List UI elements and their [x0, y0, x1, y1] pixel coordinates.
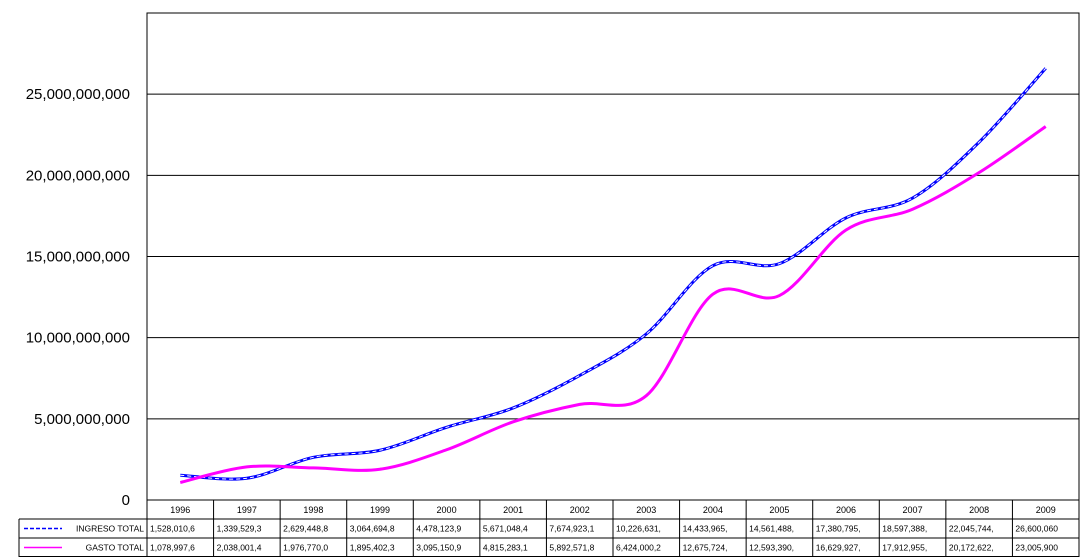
data-label: 3,064,694,8 — [350, 524, 395, 534]
data-label: 5,892,571,8 — [549, 543, 594, 553]
data-label: 5,671,048,4 — [483, 524, 528, 534]
x-tick-label: 2003 — [636, 505, 656, 515]
legend-label-ingreso-total: INGRESO TOTAL — [76, 524, 144, 534]
data-label: 12,675,724, — [683, 543, 728, 553]
gridlines — [147, 93, 1079, 420]
data-label: 22,045,744, — [949, 524, 994, 534]
x-tick-label: 2009 — [1036, 505, 1056, 515]
data-label: 7,674,923,1 — [549, 524, 594, 534]
data-label: 12,593,390, — [749, 543, 794, 553]
x-tick-label: 2008 — [969, 505, 989, 515]
data-label: 1,976,770,0 — [283, 543, 328, 553]
x-tick-label: 1999 — [370, 505, 390, 515]
data-label: 14,561,488, — [749, 524, 794, 534]
data-label: 14,433,965, — [683, 524, 728, 534]
data-label: 1,895,402,3 — [350, 543, 395, 553]
x-tick-label: 2005 — [769, 505, 789, 515]
x-tick-label: 2006 — [836, 505, 856, 515]
x-tick-label: 1997 — [237, 505, 257, 515]
series-line-ingreso-total — [180, 67, 1047, 481]
data-label: 3,095,150,9 — [416, 543, 461, 553]
data-label: 1,078,997,6 — [150, 543, 195, 553]
y-tick-label: 25,000,000,000 — [26, 86, 130, 103]
y-tick-label: 5,000,000,000 — [34, 411, 130, 428]
data-label: 6,424,000,2 — [616, 543, 661, 553]
x-tick-label: 1998 — [303, 505, 323, 515]
x-tick-label: 2000 — [437, 505, 457, 515]
x-tick-label: 2007 — [903, 505, 923, 515]
x-tick-label: 2001 — [503, 505, 523, 515]
series-lines — [179, 67, 1047, 484]
data-label: 2,629,448,8 — [283, 524, 328, 534]
legend-label-gasto-total: GASTO TOTAL — [86, 543, 145, 553]
data-label: 23,005,900 — [1015, 543, 1058, 553]
x-tick-label: 2002 — [570, 505, 590, 515]
data-label: 16,629,927, — [816, 543, 861, 553]
data-label: 4,815,283,1 — [483, 543, 528, 553]
data-label: 18,597,388, — [882, 524, 927, 534]
data-label: 20,172,622, — [949, 543, 994, 553]
axes: 0 5,000,000,000 10,000,000,000 15,000,000,0… — [26, 12, 1080, 509]
data-label: 4,478,123,9 — [416, 524, 461, 534]
x-tick-label: 2004 — [703, 505, 723, 515]
y-tick-label: 10,000,000,000 — [26, 330, 130, 347]
data-label: 1,339,529,3 — [217, 524, 262, 534]
series-line-gasto-total — [179, 125, 1047, 484]
data-label: 17,912,955, — [882, 543, 927, 553]
data-label: 26,600,060 — [1015, 524, 1058, 534]
y-tick-label: 20,000,000,000 — [26, 167, 130, 184]
data-label: 10,226,631, — [616, 524, 661, 534]
series-line-dash-ingreso-total — [180, 67, 1047, 480]
data-table: 1996 1997 1998 1999 2000 2001 2002 2003 2004 2005… — [18, 500, 1080, 557]
data-label: 17,380,795, — [816, 524, 861, 534]
y-tick-label: 15,000,000,000 — [26, 249, 130, 266]
data-label: 1,528,010,6 — [150, 524, 195, 534]
data-label: 2,038,001,4 — [217, 543, 262, 553]
y-tick-label: 0 — [122, 492, 130, 509]
x-tick-label: 1996 — [170, 505, 190, 515]
